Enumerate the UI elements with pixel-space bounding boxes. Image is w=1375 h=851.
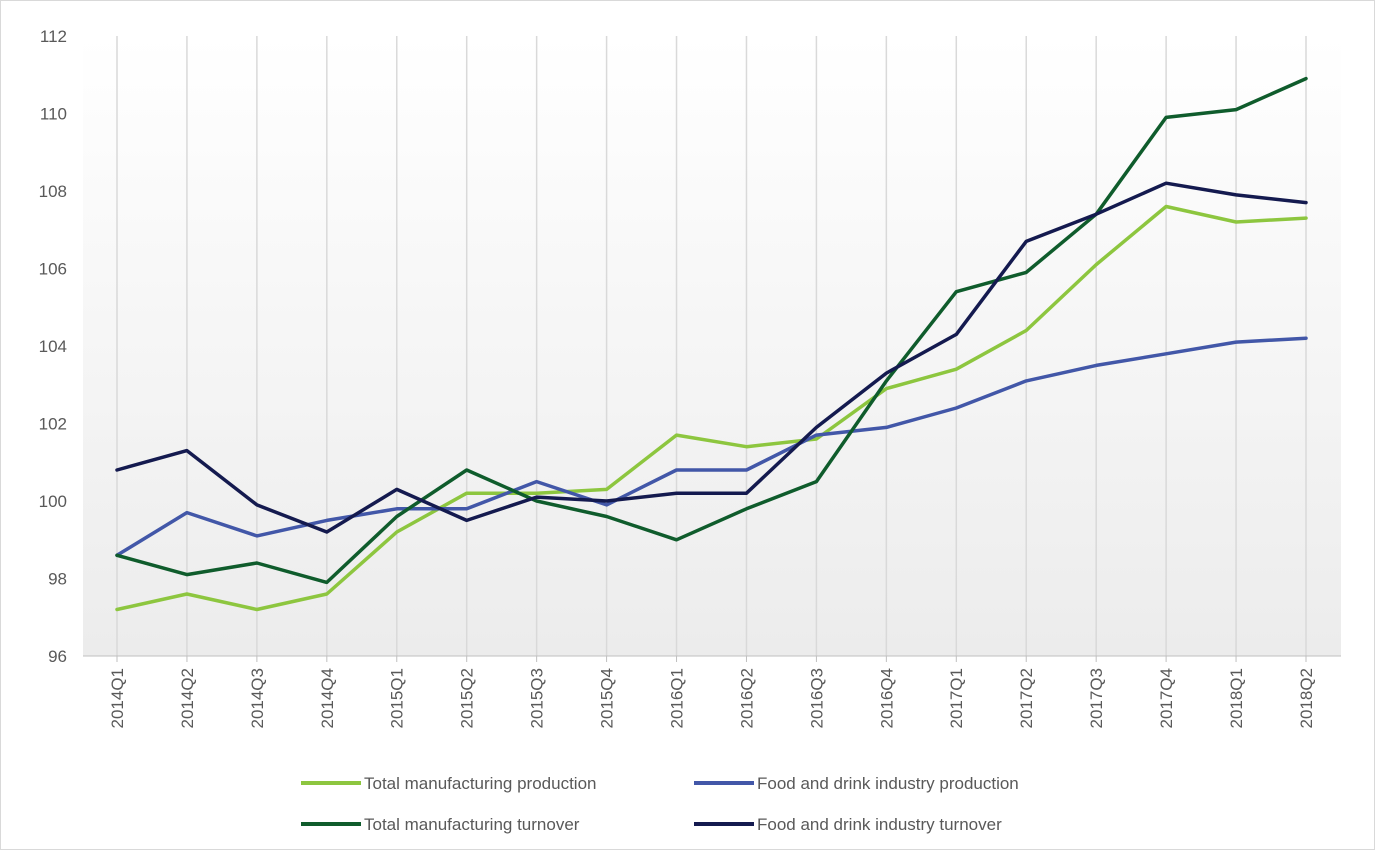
series-line-3	[115, 76, 1308, 585]
y-tick-label: 110	[40, 105, 67, 124]
x-tick-label: 2014Q2	[178, 668, 197, 729]
legend-label: Total manufacturing turnover	[364, 815, 580, 834]
legend-item: Food and drink industry turnover	[694, 815, 1002, 834]
series-line-1	[115, 204, 1308, 612]
x-tick-label: 2016Q3	[807, 668, 826, 729]
gridlines	[116, 36, 1307, 656]
series-line-2	[115, 336, 1308, 558]
x-tick-label: 2018Q2	[1297, 668, 1316, 729]
axes: 96 98 100 102 104 106 108 110 112 2014Q1 2014Q2 201…	[39, 27, 1341, 729]
x-tick-label: 2014Q4	[318, 668, 337, 729]
x-tick-label: 2017Q4	[1157, 668, 1176, 729]
x-tick-label: 2017Q2	[1017, 668, 1036, 729]
legend-label: Total manufacturing production	[364, 774, 596, 793]
legend-item: Total manufacturing turnover	[301, 815, 580, 834]
y-tick-label: 98	[48, 570, 67, 589]
x-tick-label: 2014Q1	[108, 668, 127, 729]
series-lines	[115, 76, 1308, 612]
x-tick-label: 2016Q4	[877, 668, 896, 729]
x-tick-label: 2016Q2	[737, 668, 756, 729]
x-tick-label: 2016Q1	[667, 668, 686, 729]
y-tick-label: 112	[40, 27, 67, 46]
y-tick-label: 100	[39, 492, 67, 511]
x-tick-label: 2015Q4	[598, 668, 617, 729]
y-tick-label: 104	[39, 337, 67, 356]
legend-label: Food and drink industry production	[757, 774, 1019, 793]
legend-item: Food and drink industry production	[694, 774, 1019, 793]
x-tick-label: 2014Q3	[248, 668, 267, 729]
series-line-4	[115, 181, 1308, 534]
x-tick-label: 2017Q3	[1087, 668, 1106, 729]
y-tick-label: 102	[39, 415, 67, 434]
x-tick-label: 2017Q1	[947, 668, 966, 729]
y-tick-label: 96	[48, 647, 67, 666]
legend-label: Food and drink industry turnover	[757, 815, 1002, 834]
x-tick-label: 2015Q3	[528, 668, 547, 729]
legend: Total manufacturing production Food and d…	[301, 774, 1019, 834]
x-tick-label: 2015Q1	[388, 668, 407, 729]
legend-item: Total manufacturing production	[301, 774, 596, 793]
plot-area	[83, 36, 1341, 656]
y-tick-label: 108	[39, 182, 67, 201]
y-tick-label: 106	[39, 260, 67, 279]
x-tick-label: 2018Q1	[1227, 668, 1246, 729]
x-tick-label: 2015Q2	[458, 668, 477, 729]
